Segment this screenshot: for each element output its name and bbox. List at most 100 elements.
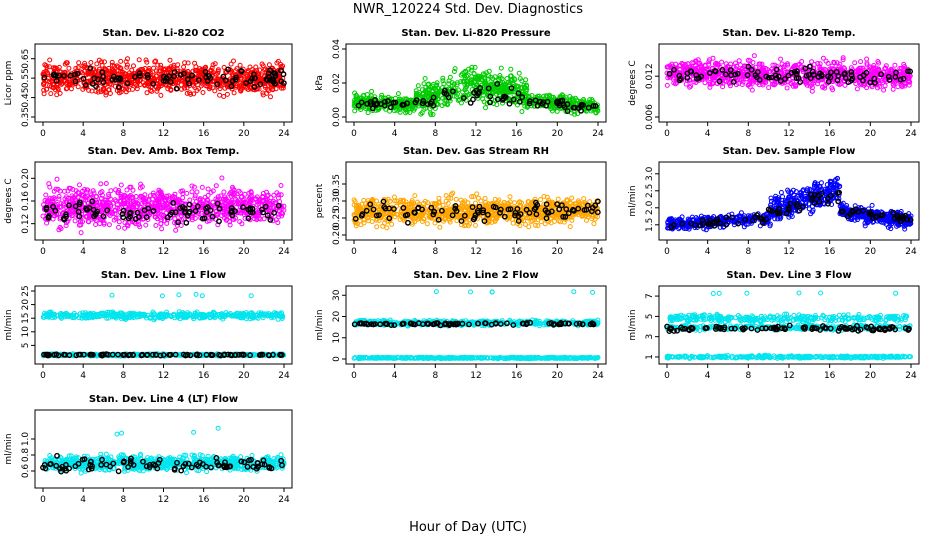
data-point xyxy=(832,60,837,66)
data-point xyxy=(197,66,203,72)
data-point xyxy=(170,64,176,70)
data-point xyxy=(103,79,109,85)
data-point xyxy=(166,73,173,80)
data-point xyxy=(87,65,94,72)
data-point xyxy=(822,85,828,91)
data-point xyxy=(148,87,154,93)
data-point xyxy=(249,193,255,199)
data-point xyxy=(693,67,699,73)
data-point xyxy=(460,95,467,102)
data-point xyxy=(478,198,484,204)
data-point xyxy=(167,211,174,218)
y-axis-label: degrees C xyxy=(4,178,14,223)
data-point xyxy=(892,62,898,68)
data-point xyxy=(869,84,875,90)
data-point xyxy=(114,205,120,211)
data-point xyxy=(173,78,179,84)
data-point xyxy=(117,87,123,93)
data-point xyxy=(823,58,829,64)
data-point xyxy=(60,215,67,222)
data-point xyxy=(785,62,791,68)
data-point xyxy=(150,190,156,196)
data-point xyxy=(131,73,138,80)
data-point xyxy=(499,205,505,211)
data-point xyxy=(387,104,394,111)
data-point xyxy=(502,94,509,101)
data-point xyxy=(280,71,287,78)
data-point xyxy=(750,80,755,86)
data-point xyxy=(85,219,91,224)
data-point xyxy=(272,72,279,79)
data-point xyxy=(203,209,210,216)
data-point xyxy=(688,83,694,89)
data-point xyxy=(848,69,855,75)
data-point xyxy=(432,220,438,226)
data-point xyxy=(73,65,79,71)
data-point xyxy=(210,188,216,194)
panel-title: Stan. Dev. Gas Stream RH xyxy=(403,146,549,157)
data-point xyxy=(806,63,813,70)
data-point xyxy=(124,64,130,70)
data-point xyxy=(723,78,729,84)
data-point xyxy=(854,86,860,92)
data-point xyxy=(867,64,873,70)
data-point xyxy=(142,205,148,211)
data-point xyxy=(237,62,243,68)
data-point xyxy=(259,61,265,67)
y-tick-label: 0.006 xyxy=(645,104,655,130)
data-point xyxy=(815,81,821,87)
data-point xyxy=(119,211,126,217)
data-point xyxy=(209,213,216,220)
y-tick-label: 0.00 xyxy=(332,107,342,127)
data-point xyxy=(55,186,61,192)
data-point xyxy=(460,78,466,84)
data-point xyxy=(396,107,402,113)
data-point xyxy=(50,85,56,90)
data-point xyxy=(836,64,842,69)
data-point xyxy=(59,80,65,86)
data-point xyxy=(778,56,784,62)
data-point xyxy=(881,87,887,93)
data-point xyxy=(673,61,679,67)
data-point xyxy=(570,96,576,102)
data-point xyxy=(886,77,893,83)
data-point xyxy=(516,98,523,105)
data-point xyxy=(199,66,205,72)
y-tick-label: 0.20 xyxy=(332,225,342,245)
data-point xyxy=(127,70,132,76)
data-point xyxy=(94,61,100,67)
series-hourly xyxy=(43,198,282,226)
data-point xyxy=(178,223,184,228)
data-point xyxy=(173,227,179,233)
data-point xyxy=(556,100,563,107)
data-point xyxy=(186,201,193,208)
data-point xyxy=(376,218,382,223)
data-point xyxy=(84,214,89,220)
data-point xyxy=(440,95,446,101)
data-point xyxy=(519,217,525,223)
data-point xyxy=(158,92,164,98)
data-point xyxy=(493,214,499,220)
data-point xyxy=(676,72,683,79)
data-point xyxy=(213,71,219,77)
data-point xyxy=(278,67,284,74)
x-tick-label: 16 xyxy=(198,129,210,139)
data-point xyxy=(206,218,212,224)
data-point xyxy=(177,199,183,205)
data-point xyxy=(414,92,419,98)
data-point xyxy=(120,200,126,206)
data-point xyxy=(437,224,443,230)
data-point xyxy=(446,195,452,201)
data-point xyxy=(552,214,558,220)
data-point xyxy=(691,79,697,85)
data-point xyxy=(67,185,73,191)
data-point xyxy=(269,76,276,83)
data-point xyxy=(384,225,390,231)
data-point xyxy=(719,59,725,65)
data-point xyxy=(106,192,111,197)
data-point xyxy=(124,73,130,79)
data-point xyxy=(734,70,741,77)
data-point xyxy=(227,219,233,225)
data-point xyxy=(871,75,878,82)
